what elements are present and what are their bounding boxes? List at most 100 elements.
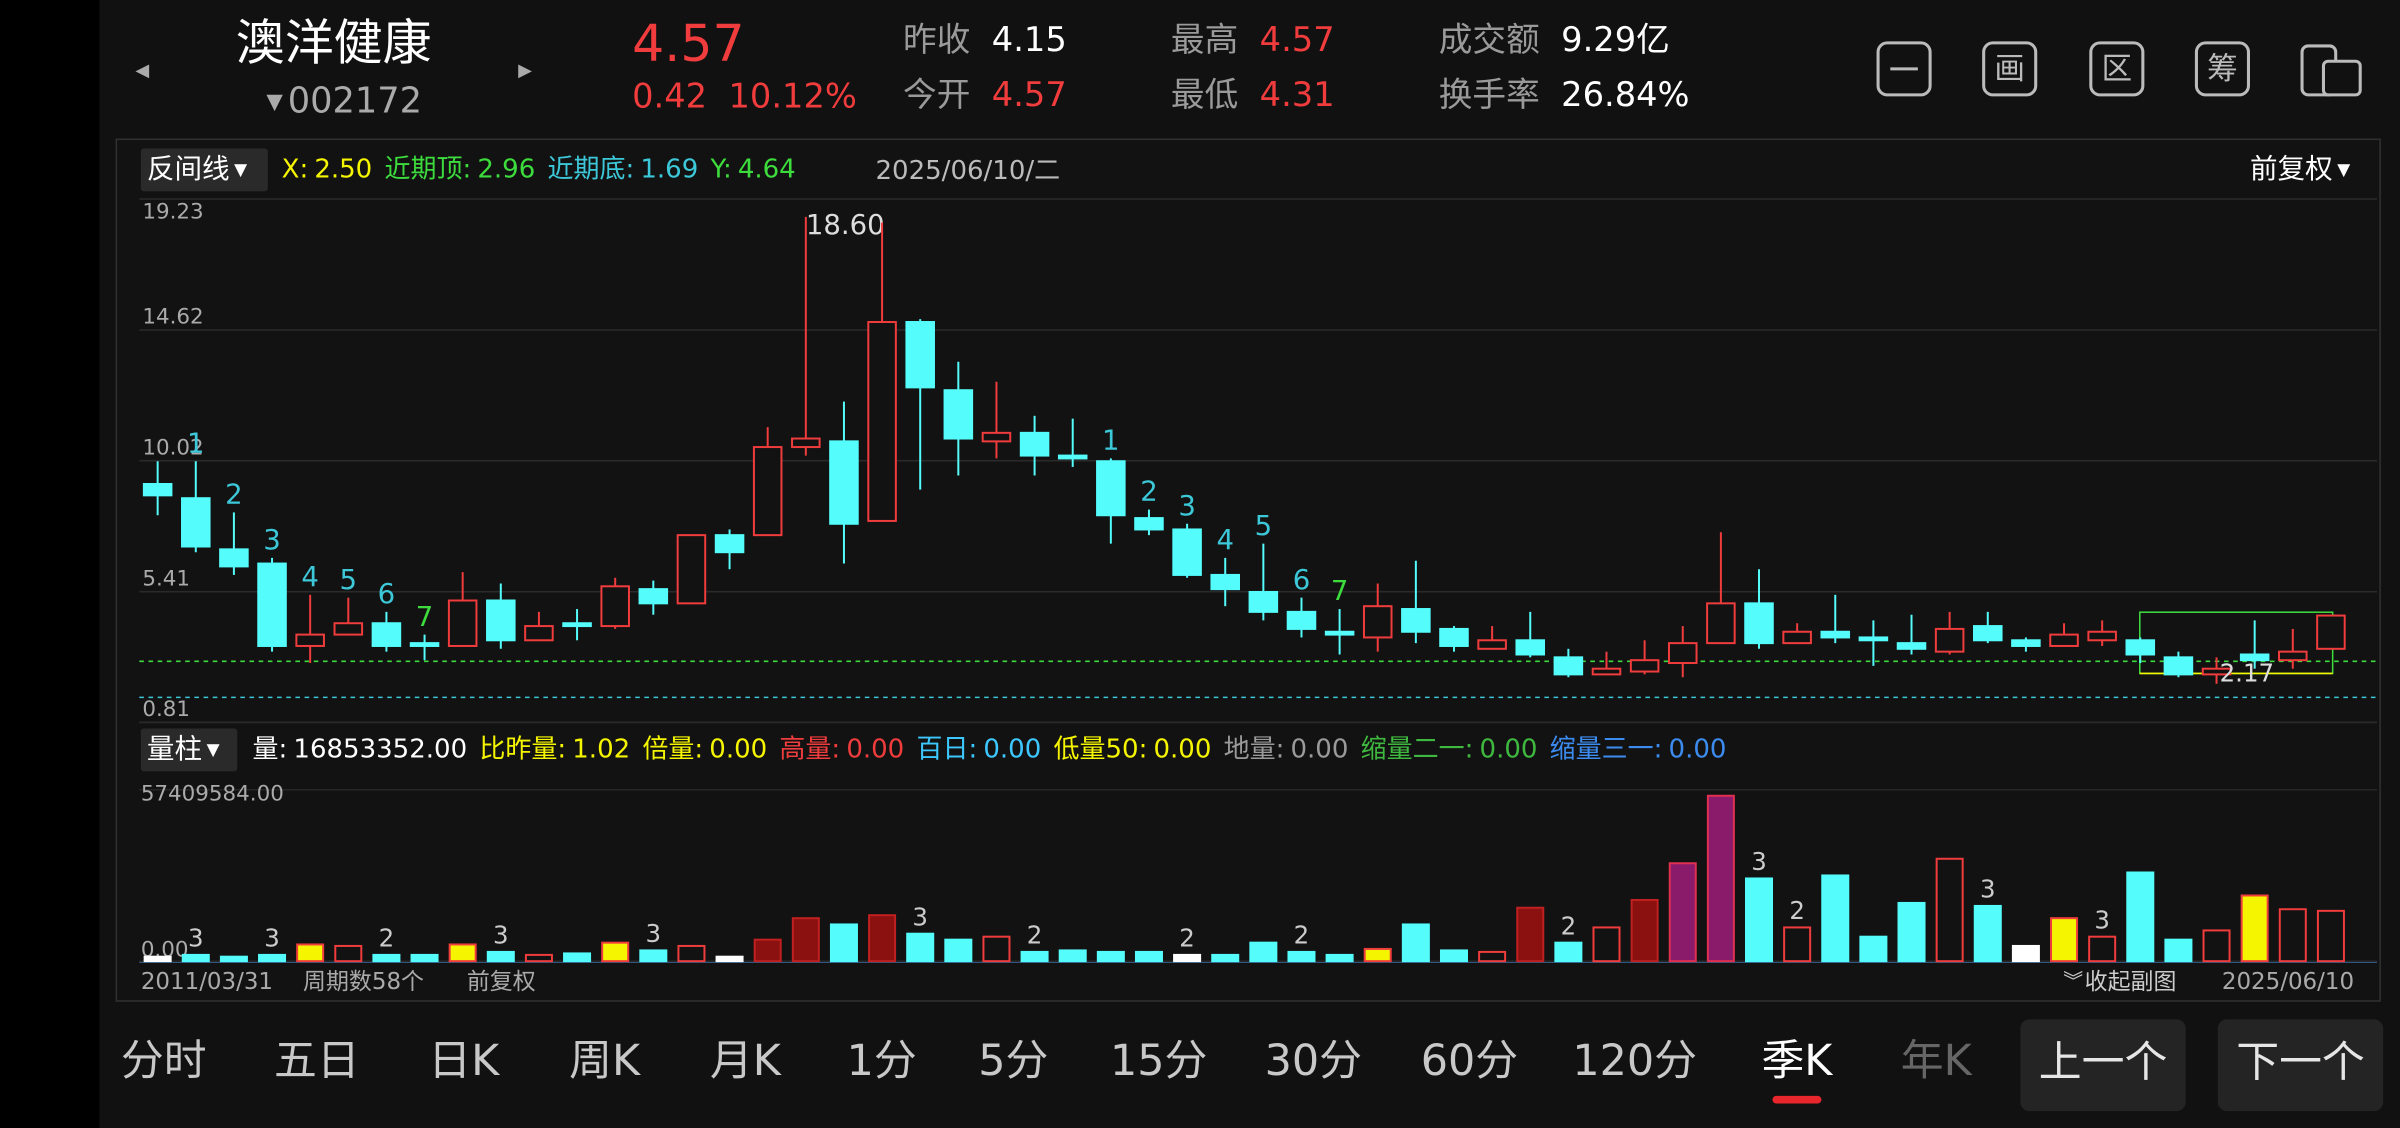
nav-button[interactable]: 下一个 (2236, 1038, 2365, 1088)
indicator-dropdown[interactable] (140, 728, 238, 772)
toolbar-button[interactable] (2194, 41, 2250, 97)
bar-label: 2 (1789, 896, 1805, 925)
bar-label: 3 (646, 919, 662, 948)
period-tab[interactable]: 分时 (121, 1036, 207, 1086)
indicator-name[interactable]: 反间线 (147, 153, 230, 185)
stat-label: 最低 (1171, 75, 1238, 114)
bar-label: 3 (1751, 847, 1767, 876)
period-tab[interactable]: 日K (428, 1036, 500, 1086)
candle-body (2087, 630, 2117, 642)
nav-button[interactable]: 上一个 (2039, 1038, 2168, 1088)
bar-label: 3 (188, 924, 204, 953)
period-tab[interactable]: 30分 (1265, 1036, 1362, 1086)
candle-body (1210, 573, 1240, 591)
volume-bar (1096, 950, 1125, 963)
period-tab[interactable]: 季K (1761, 1036, 1833, 1086)
volume-bar (2011, 944, 2040, 963)
change-pct: 10.12% (729, 76, 857, 115)
indicator-dropdown[interactable] (140, 148, 268, 192)
toolbar-button[interactable] (1982, 41, 2038, 97)
stock-code: 002172 (288, 81, 422, 122)
volume-bar (2240, 894, 2269, 963)
stat-value: 4.31 (1260, 75, 1335, 114)
indicator-value: 1.02 (572, 734, 630, 764)
toolbar-phone[interactable] (2300, 44, 2362, 97)
period-tab[interactable]: 月K (710, 1036, 782, 1086)
volume-bar (219, 955, 248, 963)
volume-bar (1401, 923, 1430, 963)
candle-body (714, 534, 745, 554)
collapse-button[interactable]: 收起副图 (2085, 969, 2177, 995)
candle-body (867, 321, 897, 522)
dropdown-caret[interactable]: ▼ (2337, 159, 2350, 179)
indicator-label: 倍量: (642, 734, 703, 764)
stat-label: 成交额 (1439, 20, 1540, 59)
candle-body (905, 321, 935, 389)
toolbar-minus[interactable] (1876, 41, 1932, 97)
candle-body (791, 437, 821, 449)
collapse-icon[interactable]: ︾ (2063, 970, 2083, 993)
count-label: 6 (378, 578, 396, 610)
candle-body (1096, 460, 1126, 517)
indicator-value: 1.69 (640, 154, 698, 184)
end-date: 2025/06/10 (2222, 969, 2354, 995)
low-label: 2.17 (2220, 659, 2274, 688)
indicator-value: 0.00 (846, 734, 904, 764)
candle-body (219, 548, 249, 568)
adjust-mode: 前复权 (467, 969, 536, 995)
indicator-value: 0.00 (1669, 734, 1727, 764)
candle-body (600, 585, 630, 628)
volume-bar (1821, 874, 1850, 963)
candle-body (943, 389, 974, 440)
volume-bar (1706, 794, 1735, 963)
next-arrow[interactable]: ▸ (518, 53, 532, 85)
bar-label: 2 (379, 924, 395, 953)
adjust-select[interactable]: 前复权 (2250, 153, 2333, 185)
candle-body (1553, 656, 1584, 676)
toolbar-label[interactable]: 筹 (2207, 52, 2238, 87)
indicator-name[interactable]: 量柱 (147, 733, 202, 765)
nav-button-bg[interactable] (2020, 1019, 2186, 1112)
active-underline (1772, 1095, 1822, 1104)
toolbar-label[interactable]: 区 (2102, 52, 2133, 87)
indicator-label: Y: (710, 154, 732, 184)
count-label: 3 (263, 524, 281, 556)
bar-label: 2 (1294, 921, 1310, 950)
volume-bar (677, 944, 706, 963)
period-tab[interactable]: 15分 (1110, 1036, 1207, 1086)
period-tab[interactable]: 120分 (1572, 1036, 1697, 1086)
candle-body (447, 599, 478, 647)
volume-bar (2126, 871, 2155, 963)
y-tick-label: 14.62 (142, 305, 203, 330)
candle-body (1019, 431, 1050, 457)
candle-body (1477, 639, 1507, 650)
dropdown-caret[interactable]: ▼ (234, 159, 247, 179)
prev-arrow[interactable]: ◂ (135, 53, 149, 85)
volume-bar (1211, 953, 1240, 963)
count-label: 3 (1178, 490, 1196, 522)
candle-body (2239, 653, 2270, 662)
volume-bar (2316, 909, 2345, 963)
toolbar-button[interactable] (2089, 41, 2145, 97)
candle-body (1934, 627, 1965, 653)
indicator-date: 2025/06/10/二 (876, 156, 1061, 186)
volume-bar (1516, 906, 1545, 963)
period-tab[interactable]: 5分 (978, 1036, 1048, 1086)
volume-bar (296, 943, 325, 963)
period-tab[interactable]: 五日 (274, 1036, 360, 1086)
dropdown-caret[interactable]: ▼ (207, 739, 220, 759)
indicator-label: 缩量二一: (1361, 734, 1474, 764)
candle-body (1782, 630, 1812, 645)
period-tab[interactable]: 1分 (847, 1036, 917, 1086)
stat-value: 4.57 (1260, 20, 1335, 59)
candle-body (181, 497, 211, 548)
period-tab[interactable]: 周K (569, 1036, 641, 1086)
period-tab[interactable]: 60分 (1421, 1036, 1518, 1086)
nav-button-bg[interactable] (2217, 1019, 2384, 1112)
indicator-label: 缩量三一: (1550, 734, 1663, 764)
period-tab[interactable]: 年K (1901, 1036, 1973, 1086)
volume-bar (791, 917, 820, 963)
stat-label: 昨收 (903, 20, 970, 59)
toolbar-label[interactable]: 画 (1994, 52, 2025, 87)
candle-body (1973, 625, 2003, 642)
